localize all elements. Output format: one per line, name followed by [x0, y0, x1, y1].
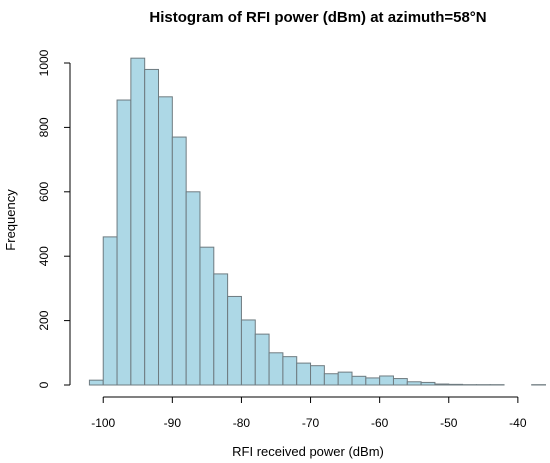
chart-title: Histogram of RFI power (dBm) at azimuth=…: [149, 9, 486, 26]
x-tick-label-2: -80: [233, 416, 251, 430]
histogram-bar-13: [268, 352, 284, 386]
histogram-bar-8: [199, 246, 215, 386]
x-tick-label-4: -60: [371, 416, 389, 430]
histogram-bar-12: [254, 333, 270, 386]
y-axis-label: Frequency: [3, 189, 18, 251]
histogram-bar-21: [379, 375, 394, 386]
y-axis: 0 200 400 600 800 1000: [37, 49, 71, 388]
y-tick-label-3: 600: [37, 181, 51, 201]
y-tick-label-2: 400: [37, 246, 51, 266]
histogram-bar-1: [102, 236, 118, 386]
histogram-bar-9: [213, 273, 229, 386]
histogram-bar-2: [116, 99, 132, 386]
histogram-bar-18: [337, 371, 353, 386]
x-axis: -100 -90 -80 -70 -60 -50 -40: [91, 396, 527, 430]
histogram-bar-16: [310, 365, 325, 386]
histogram-bar-25: [434, 383, 450, 386]
histogram-bar-14: [282, 356, 298, 386]
histogram-bar-15: [296, 362, 312, 386]
y-tick-label-4: 800: [37, 117, 51, 137]
histogram-bar-4: [144, 68, 160, 386]
histogram-bar-3: [130, 57, 146, 386]
histogram-bar-24: [420, 381, 436, 386]
y-tick-label-0: 0: [37, 381, 51, 388]
x-tick-label-1: -90: [164, 416, 182, 430]
x-tick-label-6: -40: [509, 416, 527, 430]
histogram-bar-10: [227, 295, 242, 386]
y-tick-label-1: 200: [37, 310, 51, 330]
histogram-bar-6: [171, 136, 187, 386]
x-tick-label-0: -100: [91, 416, 115, 430]
x-axis-label: RFI received power (dBm): [232, 444, 384, 459]
histogram-bar-22: [392, 378, 408, 386]
x-tick-label-5: -50: [440, 416, 458, 430]
histogram-bar-19: [351, 375, 367, 386]
histogram-bar-11: [240, 319, 256, 386]
histogram-bar-17: [323, 373, 339, 386]
histogram-bar-0: [88, 379, 104, 386]
x-tick-label-3: -70: [302, 416, 320, 430]
histogram-bar-20: [365, 377, 381, 386]
histogram-bar-23: [406, 381, 422, 386]
histogram-bar-5: [158, 96, 173, 386]
histogram-bar-7: [185, 191, 201, 386]
histogram-bars: [88, 57, 546, 386]
histogram-bar-26: [448, 383, 464, 386]
y-tick-label-5: 1000: [37, 49, 51, 76]
